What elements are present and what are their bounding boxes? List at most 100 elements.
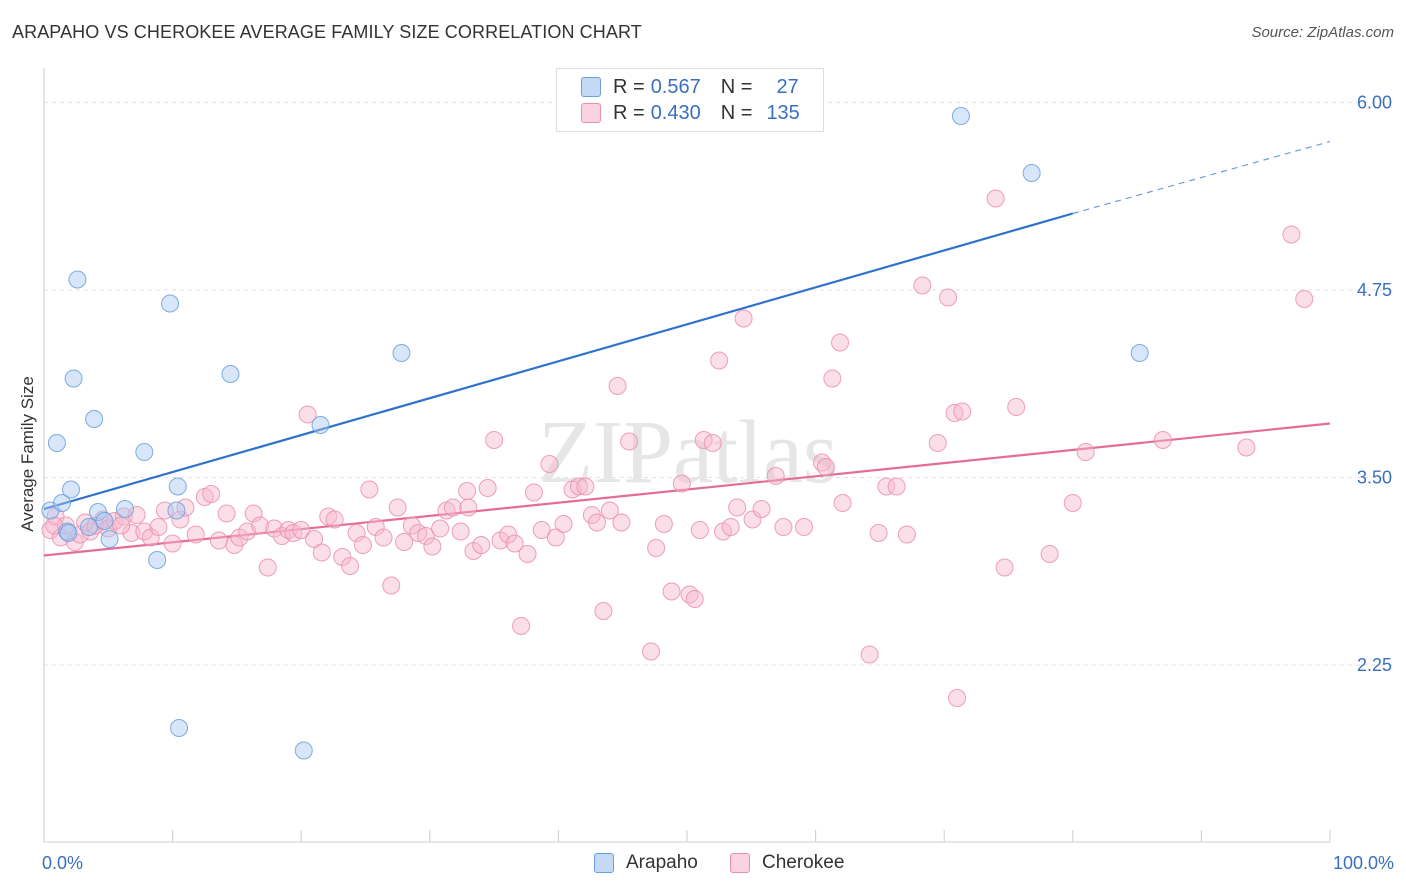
cherokee-point: [816, 458, 835, 476]
cherokee-point: [186, 525, 205, 544]
cherokee-point: [478, 479, 497, 497]
axes: [43, 68, 1331, 843]
y-tick-label: 4.75: [1357, 280, 1392, 300]
arapaho-point: [167, 501, 186, 520]
cherokee-point: [587, 513, 606, 532]
cherokee-point: [402, 516, 421, 535]
y-axis-label: Average Family Size: [18, 376, 37, 532]
cherokee-point: [209, 531, 228, 550]
legend-row-cherokee: R = 0.430 N = 135: [581, 101, 800, 125]
cherokee-point: [374, 528, 393, 547]
arapaho-n-label: N =: [720, 75, 753, 98]
arapaho-point: [294, 741, 313, 760]
cherokee-point: [360, 480, 379, 499]
cherokee-point: [608, 377, 627, 395]
cherokee-point: [600, 501, 619, 520]
arapaho-point: [168, 477, 187, 496]
cherokee-point: [459, 498, 478, 517]
arapaho-legend-swatch: [594, 853, 614, 873]
arapaho-point: [148, 551, 167, 569]
arapaho-point: [1022, 164, 1041, 182]
arapaho-point: [135, 443, 154, 461]
cherokee-point: [721, 518, 740, 536]
cherokee-point: [518, 545, 537, 563]
cherokee-point: [939, 288, 958, 307]
cherokee-point: [112, 516, 131, 535]
cherokee-point: [258, 558, 277, 577]
arapaho-swatch: [581, 77, 601, 97]
cherokee-point: [1237, 438, 1256, 457]
arapaho-point: [85, 410, 104, 428]
cherokee-point: [382, 576, 401, 595]
cherokee-point: [554, 515, 573, 533]
arapaho-point: [161, 294, 180, 313]
cherokee-point: [612, 513, 631, 532]
cherokee-point: [141, 528, 160, 547]
arapaho-point: [89, 503, 108, 521]
data-points: [41, 107, 1314, 760]
cherokee-point: [333, 548, 352, 566]
cherokee-point: [149, 518, 168, 536]
cherokee-point: [654, 515, 673, 533]
legend-row-arapaho: R = 0.567 N = 27: [581, 75, 799, 99]
cherokee-point: [1063, 494, 1082, 512]
cherokee-point: [171, 510, 190, 529]
cherokee-point: [388, 498, 407, 517]
series-legend: Arapaho Cherokee: [0, 852, 1406, 878]
arapaho-point: [64, 369, 83, 388]
cherokee-point: [472, 536, 491, 554]
legend-item-cherokee[interactable]: Cherokee: [730, 852, 844, 874]
cherokee-point: [766, 467, 785, 485]
cherokee-point: [353, 536, 372, 554]
cherokee-point: [774, 518, 793, 536]
cherokee-point: [710, 351, 729, 370]
cherokee-point: [395, 533, 414, 551]
cherokee-point: [423, 537, 442, 556]
arapaho-point: [58, 522, 77, 541]
arapaho-point: [221, 365, 240, 383]
legend-item-arapaho[interactable]: Arapaho: [594, 852, 698, 874]
cherokee-point: [217, 504, 236, 523]
cherokee-point: [312, 543, 331, 562]
cherokee-point: [1153, 431, 1172, 449]
cherokee-point: [532, 521, 551, 539]
cherokee-point: [945, 404, 964, 422]
cherokee-legend-swatch: [730, 853, 750, 873]
cherokee-point: [127, 506, 146, 524]
cherokee-point: [594, 602, 613, 620]
cherokee-point: [546, 528, 565, 547]
arapaho-trend-extension: [1072, 140, 1331, 215]
cherokee-point: [690, 521, 709, 539]
arapaho-point: [68, 270, 87, 289]
cherokee-point: [569, 477, 588, 496]
arapaho-r-value: 0.567: [650, 75, 701, 98]
cherokee-point: [647, 539, 666, 557]
cherokee-point: [524, 483, 543, 502]
x-tick-label: 100.0%: [1333, 853, 1394, 873]
cherokee-point: [877, 477, 896, 496]
arapaho-point: [95, 512, 114, 530]
cherokee-point: [443, 498, 462, 517]
cherokee-point: [953, 402, 972, 421]
y-tick-label: 3.50: [1357, 468, 1392, 488]
cherokee-point: [833, 494, 852, 512]
cherokee-n-label: N =: [720, 101, 753, 124]
cherokee-point: [512, 617, 531, 635]
y-tick-label: 2.25: [1357, 655, 1392, 675]
cherokee-point: [1007, 398, 1026, 416]
arapaho-point: [53, 494, 72, 512]
tick-labels: 2.25 3.50 4.75 6.00 0.0% 100.0%: [42, 93, 1394, 874]
cherokee-point: [251, 516, 270, 535]
arapaho-point: [80, 518, 99, 536]
cherokee-point: [431, 519, 450, 538]
cherokee-point: [831, 333, 850, 352]
cherokee-point: [163, 534, 182, 553]
cherokee-point: [743, 510, 762, 529]
arapaho-point: [62, 480, 81, 499]
cherokee-point: [672, 474, 691, 493]
cherokee-point: [1295, 290, 1314, 308]
cherokee-point: [1282, 225, 1301, 244]
cherokee-point: [752, 500, 771, 518]
cherokee-point: [860, 645, 879, 664]
